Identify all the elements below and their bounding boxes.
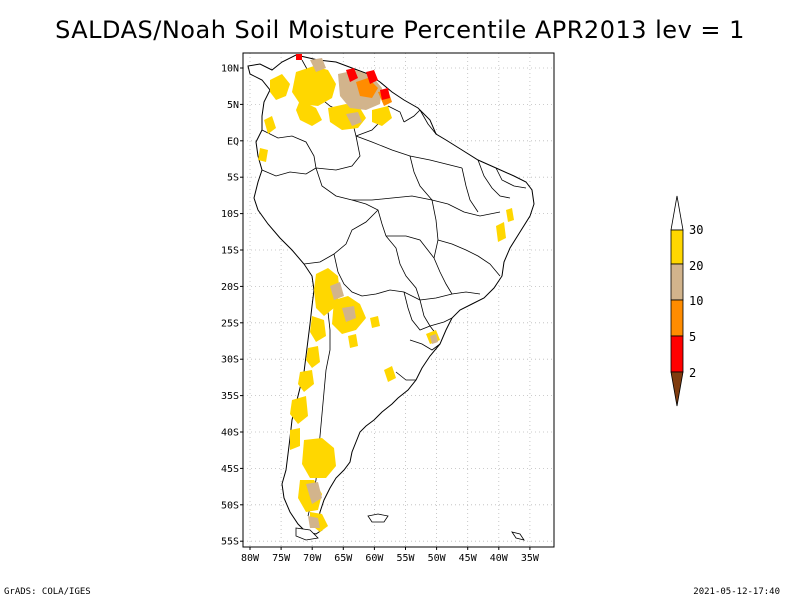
lat-label: 5S (227, 173, 239, 184)
footer-credit: GrADS: COLA/IGES (4, 587, 91, 597)
lon-label: 70W (303, 553, 322, 564)
percentile-2-5-regions (296, 54, 390, 100)
colorbar-label-10: 10 (689, 294, 703, 308)
lon-label: 45W (459, 553, 478, 564)
islands (295, 513, 525, 541)
lon-label: 35W (521, 553, 540, 564)
colorbar-below-triangle (670, 371, 684, 407)
country-borders (261, 59, 527, 517)
lat-label: 10S (221, 209, 239, 220)
lon-label: 75W (272, 553, 291, 564)
lat-label: 10N (221, 64, 239, 75)
lat-label: 20S (221, 282, 239, 293)
map-title: SALDAS/Noah Soil Moisture Percentile APR… (55, 16, 745, 44)
lon-label: 80W (241, 553, 260, 564)
lat-label: EQ (227, 136, 239, 147)
colorbar: 30 20 10 5 2 (670, 195, 703, 407)
map-frame (242, 52, 555, 548)
colorbar-label-5: 5 (689, 330, 696, 344)
lat-label: 35S (221, 391, 239, 402)
colorbar-segment-20-30 (670, 229, 684, 265)
colorbar-label-2: 2 (689, 366, 696, 380)
lat-label: 25S (221, 318, 239, 329)
lat-label: 55S (221, 537, 239, 548)
lon-label: 65W (334, 553, 353, 564)
lat-label: 30S (221, 355, 239, 366)
lon-label: 60W (365, 553, 384, 564)
lat-label: 40S (221, 428, 239, 439)
lat-label: 15S (221, 246, 239, 257)
lat-label: 45S (221, 464, 239, 475)
footer-timestamp: 2021-05-12-17:40 (693, 587, 780, 597)
longitude-labels: 80W 75W 70W 65W 60W 55W 50W 45W 40W 35W (241, 547, 540, 564)
lat-label: 50S (221, 500, 239, 511)
continent-outline (247, 54, 535, 535)
percentile-20-30-regions (258, 66, 514, 532)
colorbar-segment-5-10 (670, 299, 684, 337)
colorbar-above-triangle (670, 195, 684, 231)
lon-label: 55W (396, 553, 415, 564)
lat-label: 5N (227, 100, 239, 111)
latitude-labels: 10N 5N EQ 5S 10S 15S 20S 25S 30S 35S 40S 45S 50S 55S (221, 64, 243, 548)
colorbar-segment-2-5 (670, 335, 684, 373)
colorbar-segment-10-20 (670, 263, 684, 301)
colorbar-label-30: 30 (689, 223, 703, 237)
lon-label: 40W (490, 553, 509, 564)
colorbar-label-20: 20 (689, 259, 703, 273)
lon-label: 50W (428, 553, 447, 564)
